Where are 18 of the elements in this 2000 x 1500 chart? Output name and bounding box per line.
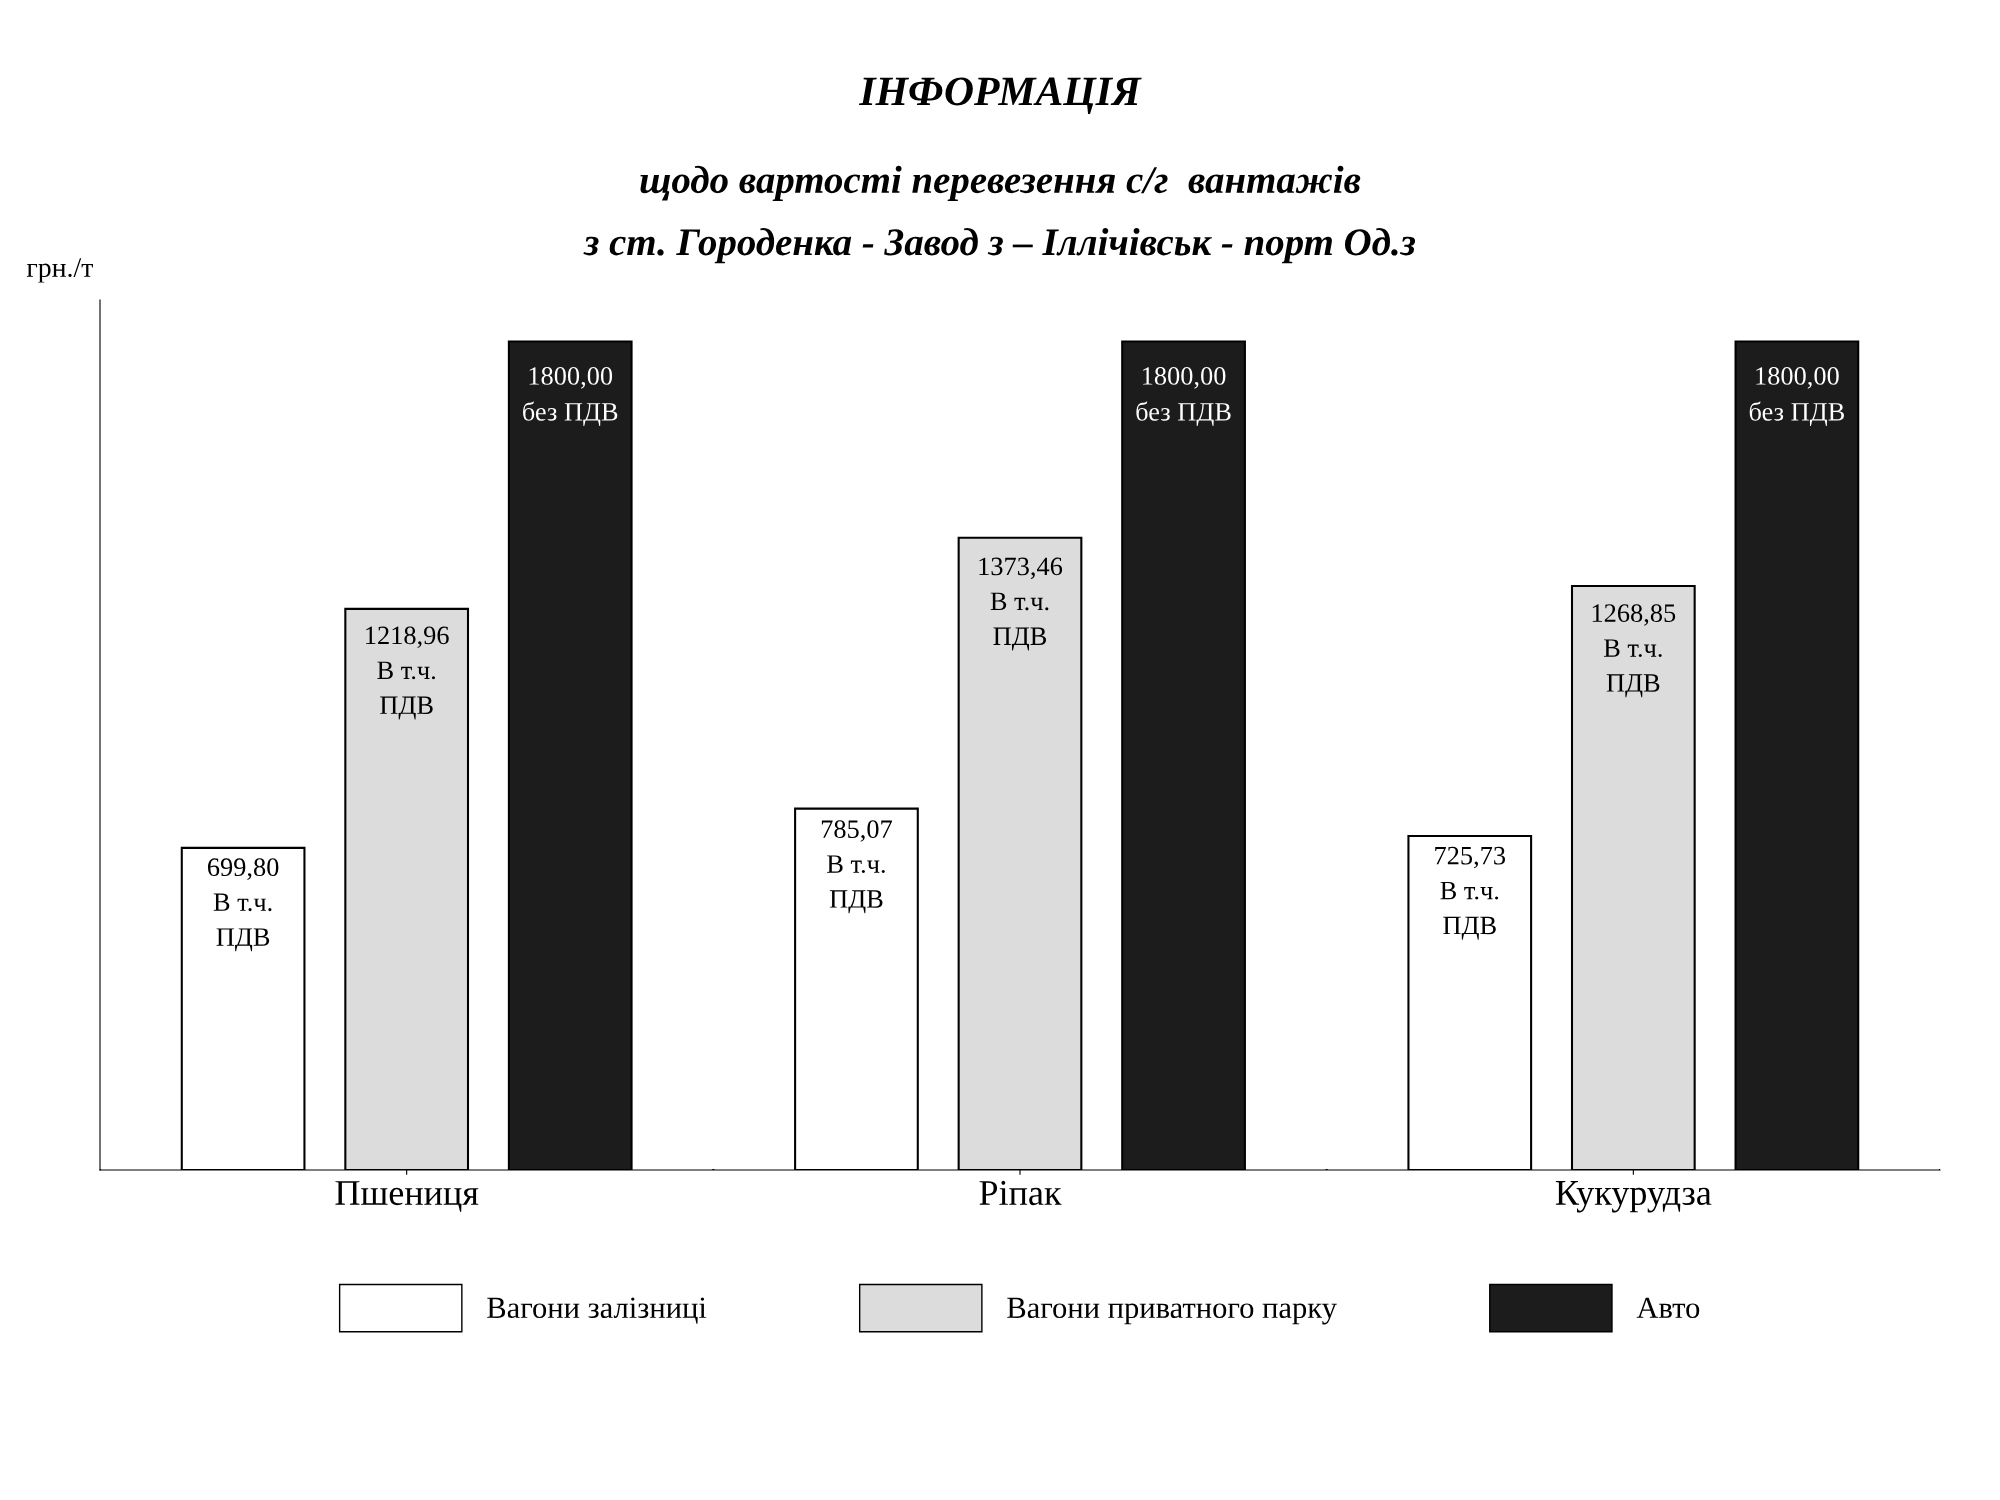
legend-label: Авто	[1636, 1297, 1700, 1319]
data-label: 785,07 В т.ч. ПДВ	[821, 820, 892, 914]
data-label: 1800,00 без ПДВ	[1136, 367, 1231, 427]
legend-label: Вагони залізниці	[487, 1297, 707, 1324]
data-label: 1800,00 без ПДВ	[1749, 367, 1844, 427]
data-label: 1268,85 В т.ч. ПДВ	[1592, 604, 1676, 698]
x-tick-label: Пшениця	[335, 1181, 479, 1212]
chart-title: ІНФОРМАЦІЯ	[858, 77, 1142, 114]
x-tick-label: Кукурудза	[1555, 1181, 1712, 1213]
legend-label: Вагони приватного парку	[1007, 1297, 1337, 1325]
chart-subtitle: щодо вартості перевезення с/г вантажів з ст. Городенка - Завод з – Іллічівськ - порт Од.з	[583, 165, 1416, 264]
data-label: 1800,00 без ПДВ	[523, 367, 618, 427]
data-label: 1373,46 В т.ч. ПДВ	[979, 557, 1063, 651]
data-label: 725,73 В т.ч. ПДВ	[1435, 846, 1506, 940]
data-label: 699,80 В т.ч. ПДВ	[207, 858, 279, 952]
data-label: 1218,96 В т.ч. ПДВ	[366, 626, 449, 720]
y-axis-title: грн./т	[26, 258, 93, 283]
x-tick-label: Ріпак	[979, 1180, 1062, 1206]
